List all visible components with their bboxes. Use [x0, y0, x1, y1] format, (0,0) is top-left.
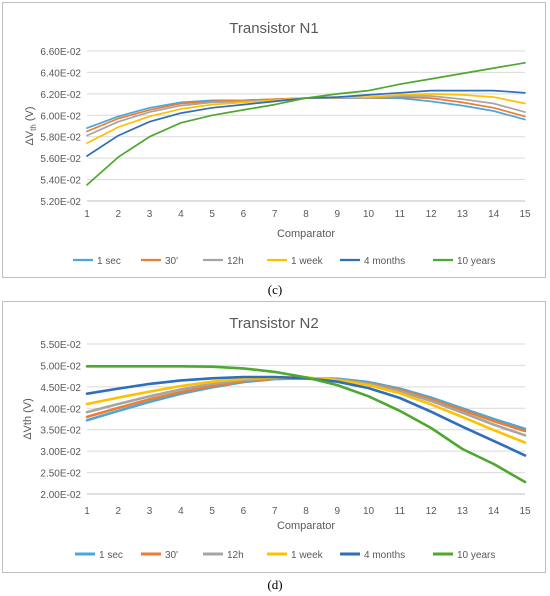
legend-label: 4 months: [364, 550, 405, 561]
series-line-4-months: [86, 89, 526, 157]
chart-title-n2: Transistor N2: [229, 315, 319, 332]
x-tick-label: 2: [116, 209, 122, 220]
x-tick-label: 6: [241, 209, 247, 220]
x-tick-label: 13: [457, 506, 469, 517]
legend-label: 12h: [227, 550, 244, 561]
y-tick-label: 4.00E-02: [40, 404, 81, 415]
y-tick-label: 2.00E-02: [40, 490, 81, 501]
x-tick-label: 7: [272, 506, 278, 517]
caption-d: (d): [267, 577, 283, 592]
series-line-10-years: [85, 365, 527, 484]
chart-n2: 2.00E-02 2.50E-02 3.00E-02 3.50E-02 4.00E-02…: [22, 340, 531, 561]
series-line-1-sec: [85, 377, 527, 431]
x-tick-label: 10: [363, 209, 375, 220]
legend-label: 10 years: [457, 550, 495, 561]
x-tick-label: 3: [147, 506, 153, 517]
legend-label: 12h: [227, 256, 244, 267]
x-tick-label: 15: [519, 506, 531, 517]
x-tick-label: 13: [457, 209, 469, 220]
y-tick-label: 5.20E-02: [40, 197, 81, 208]
x-tick-label: 12: [426, 506, 438, 517]
legend-label: 1 sec: [97, 256, 121, 267]
legend-label: 4 months: [364, 256, 405, 267]
x-tick-label: 1: [84, 209, 90, 220]
x-tick-label: 9: [335, 209, 341, 220]
legend-label: 1 week: [291, 550, 324, 561]
series-line-30: [85, 377, 527, 433]
legend-label: 1 sec: [99, 550, 123, 561]
y-tick-label: 3.00E-02: [40, 447, 81, 458]
caption-c: (c): [267, 282, 283, 297]
x-tick-label: 5: [209, 209, 215, 220]
x-tick-label: 12: [426, 209, 438, 220]
chart-panel-n2: Transistor N2 2.00E-02 2.50E-02 3.00E-02 3.…: [2, 301, 546, 573]
chart-n1: 5.20E-02 5.40E-02 5.60E-02 5.80E-02 6.00E-02…: [24, 47, 531, 267]
x-tick-label: 9: [335, 506, 341, 517]
y-tick-label: 5.50E-02: [40, 340, 81, 351]
x-tick-label: 4: [178, 506, 184, 517]
x-tick-label: 10: [363, 506, 375, 517]
x-tick-label: 5: [209, 506, 215, 517]
legend-label: 1 week: [291, 256, 324, 267]
x-axis-title: Comparator: [277, 228, 335, 240]
y-tick-label: 5.60E-02: [40, 154, 81, 165]
chart-title-n1: Transistor N1: [229, 20, 319, 37]
y-tick-label: 6.20E-02: [40, 90, 81, 101]
y-tick-label: 5.40E-02: [40, 176, 81, 187]
x-tick-label: 14: [488, 506, 500, 517]
x-axis-title: Comparator: [277, 520, 335, 532]
y-axis-title: ΔVth (V): [22, 398, 34, 440]
x-tick-label: 15: [519, 209, 531, 220]
legend-label: 10 years: [457, 256, 495, 267]
x-tick-label: 11: [395, 506, 406, 517]
y-tick-label: 6.00E-02: [40, 111, 81, 122]
legend-label: 30': [165, 550, 178, 561]
x-tick-label: 11: [395, 209, 406, 220]
y-tick-label: 2.50E-02: [40, 469, 81, 480]
y-tick-label: 3.50E-02: [40, 426, 81, 437]
y-tick-label: 5.80E-02: [40, 133, 81, 144]
y-tick-label: 6.60E-02: [40, 47, 81, 58]
series-line-10-years: [86, 61, 526, 186]
x-tick-label: 6: [241, 506, 247, 517]
y-tick-label: 6.40E-02: [40, 68, 81, 79]
x-tick-label: 1: [84, 506, 90, 517]
legend-label: 30': [165, 256, 178, 267]
y-tick-label: 4.50E-02: [40, 383, 81, 394]
x-tick-label: 7: [272, 209, 278, 220]
x-tick-label: 14: [488, 209, 500, 220]
x-tick-label: 3: [147, 209, 153, 220]
y-tick-label: 5.00E-02: [40, 361, 81, 372]
series-line-30: [86, 96, 526, 133]
x-tick-label: 8: [303, 506, 309, 517]
chart-panel-n1: Transistor N1 5.20E-02 5.40E-02 5.60E-02 5.…: [2, 2, 546, 278]
x-tick-label: 2: [116, 506, 122, 517]
y-axis-title: ΔVth (V): [24, 106, 38, 145]
x-tick-label: 8: [303, 209, 309, 220]
x-tick-label: 4: [178, 209, 184, 220]
